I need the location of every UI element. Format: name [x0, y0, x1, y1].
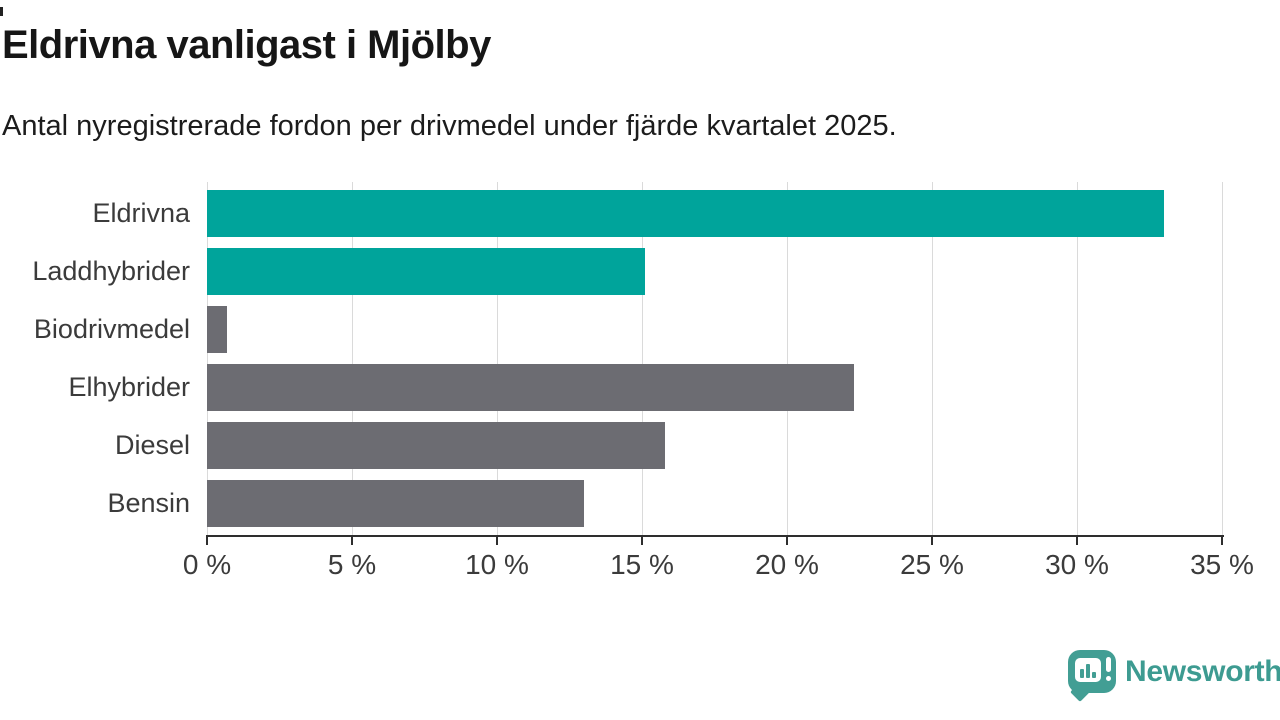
axis-tick-label: 30 % [1045, 549, 1109, 580]
axis-tick-label: 5 % [327, 549, 377, 580]
category-label: Biodrivmedel [33, 314, 190, 344]
gridline [496, 182, 498, 535]
chart-subtitle: Antal nyregistrerade fordon per drivmede… [2, 110, 897, 142]
newsworthy-logo-icon [1068, 650, 1116, 702]
gridline [931, 182, 933, 535]
category-label: Diesel [114, 430, 190, 460]
mini-bar [1080, 669, 1084, 678]
exclamation-icon [1106, 657, 1111, 672]
bar-bensin [207, 480, 584, 527]
bar-elhybrider [207, 364, 854, 411]
axis-tick-label: 35 % [1190, 549, 1254, 580]
axis-tick-label: 15 % [610, 549, 674, 580]
category-label: Elhybrider [68, 372, 190, 402]
gridline [351, 182, 353, 535]
category-label: Bensin [107, 488, 190, 518]
bar-biodrivmedel [207, 306, 228, 353]
axis-tick-label: 10 % [465, 549, 529, 580]
gridline [1221, 182, 1223, 535]
bar-eldrivna [207, 190, 1164, 237]
axis-tick [641, 535, 643, 545]
plot-area [206, 182, 1223, 535]
axis-tick [351, 535, 353, 545]
category-label: Laddhybrider [32, 256, 190, 286]
axis-tick-label: 25 % [900, 549, 964, 580]
mini-bar [1092, 672, 1096, 678]
bar-laddhybrider [207, 248, 645, 295]
edge-mark [0, 7, 3, 16]
speech-bubble-tail [1070, 682, 1090, 702]
mini-bar-chart-icon [1075, 658, 1101, 682]
x-axis-line [206, 535, 1224, 537]
gridline [1076, 182, 1078, 535]
newsworthy-logo: Newsworthy [1068, 650, 1280, 702]
axis-tick [931, 535, 933, 545]
axis-tick-label: 20 % [755, 549, 819, 580]
newsworthy-logo-text: Newsworthy [1125, 654, 1280, 688]
chart-title: Eldrivna vanligast i Mjölby [2, 23, 491, 67]
axis-tick [496, 535, 498, 545]
category-label: Eldrivna [92, 198, 190, 228]
gridline [786, 182, 788, 535]
exclamation-dot-icon [1106, 676, 1111, 681]
mini-bar [1086, 664, 1090, 678]
bar-diesel [207, 422, 666, 469]
axis-tick [1221, 535, 1223, 545]
gridline [206, 182, 208, 535]
axis-tick [1076, 535, 1078, 545]
axis-tick [786, 535, 788, 545]
axis-tick-label: 0 % [182, 549, 232, 580]
axis-tick [206, 535, 208, 545]
gridline [641, 182, 643, 535]
